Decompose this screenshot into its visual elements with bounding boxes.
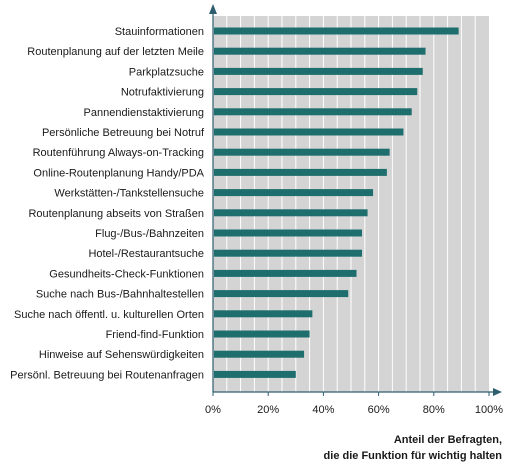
bar: [214, 290, 349, 298]
category-label: Routenplanung abseits von Straßen: [28, 208, 204, 220]
bar: [214, 47, 426, 55]
x-tick-label: 40%: [312, 404, 334, 416]
gridlines: [226, 16, 476, 392]
category-label: Gesundheits-Check-Funktionen: [49, 268, 204, 280]
category-label: Notrufaktivierung: [121, 87, 204, 99]
x-tick-label: 80%: [423, 404, 445, 416]
bar: [214, 128, 404, 136]
bar: [214, 67, 423, 75]
category-label: Routenführung Always-on-Tracking: [33, 147, 204, 159]
bar: [214, 108, 412, 116]
x-axis-title-line-2: die die Funktion für wichtig halten: [323, 450, 502, 462]
category-label: Persönliche Betreuung bei Notruf: [42, 127, 205, 139]
axes: [209, 4, 502, 396]
bar: [214, 148, 390, 156]
category-label: Hotel-/Restaurantsuche: [88, 248, 204, 260]
bar: [214, 330, 310, 338]
bar: [214, 310, 313, 318]
bar: [214, 88, 418, 96]
x-axis-title-line-1: Anteil der Befragten,: [393, 434, 502, 446]
category-label: Pannendienstaktivierung: [84, 107, 204, 119]
bar: [214, 168, 387, 176]
bar: [214, 350, 305, 358]
x-tick-labels: 0% 20% 40% 60% 80% 100%: [205, 404, 503, 416]
bar: [214, 249, 363, 257]
bars: [214, 27, 459, 378]
bar: [214, 209, 368, 217]
category-label: Stauinformationen: [115, 26, 204, 38]
x-tick-label: 20%: [257, 404, 279, 416]
category-labels: Stauinformationen Routenplanung auf der l…: [10, 26, 205, 381]
category-label: Parkplatzsuche: [129, 66, 204, 78]
category-label: Online-Routenplanung Handy/PDA: [33, 167, 204, 179]
bar: [214, 229, 363, 237]
bar: [214, 189, 374, 197]
category-label: Friend-find-Funktion: [106, 329, 204, 341]
bar: [214, 27, 459, 35]
category-label: Hinweise auf Sehenswürdigkeiten: [39, 349, 204, 361]
category-label: Routenplanung auf der letzten Meile: [27, 46, 204, 58]
category-label: Werkstätten-/Tankstellensuche: [54, 188, 204, 200]
x-axis-title: Anteil der Befragten, die die Funktion f…: [324, 432, 502, 464]
category-label: Flug-/Bus-/Bahnzeiten: [95, 228, 204, 240]
x-tick-label: 0%: [205, 404, 221, 416]
x-tick-label: 60%: [368, 404, 390, 416]
category-label: Persönl. Betreuung bei Routenanfragen: [10, 369, 204, 381]
bar: [214, 370, 296, 378]
bar: [214, 269, 357, 277]
category-label: Suche nach öffentl. u. kulturellen Orten: [14, 309, 204, 321]
x-tick-label: 100%: [475, 404, 503, 416]
y-axis-arrow: [209, 4, 217, 14]
category-label: Suche nach Bus-/Bahnhaltestellen: [36, 289, 204, 301]
x-axis-arrow: [493, 388, 502, 396]
